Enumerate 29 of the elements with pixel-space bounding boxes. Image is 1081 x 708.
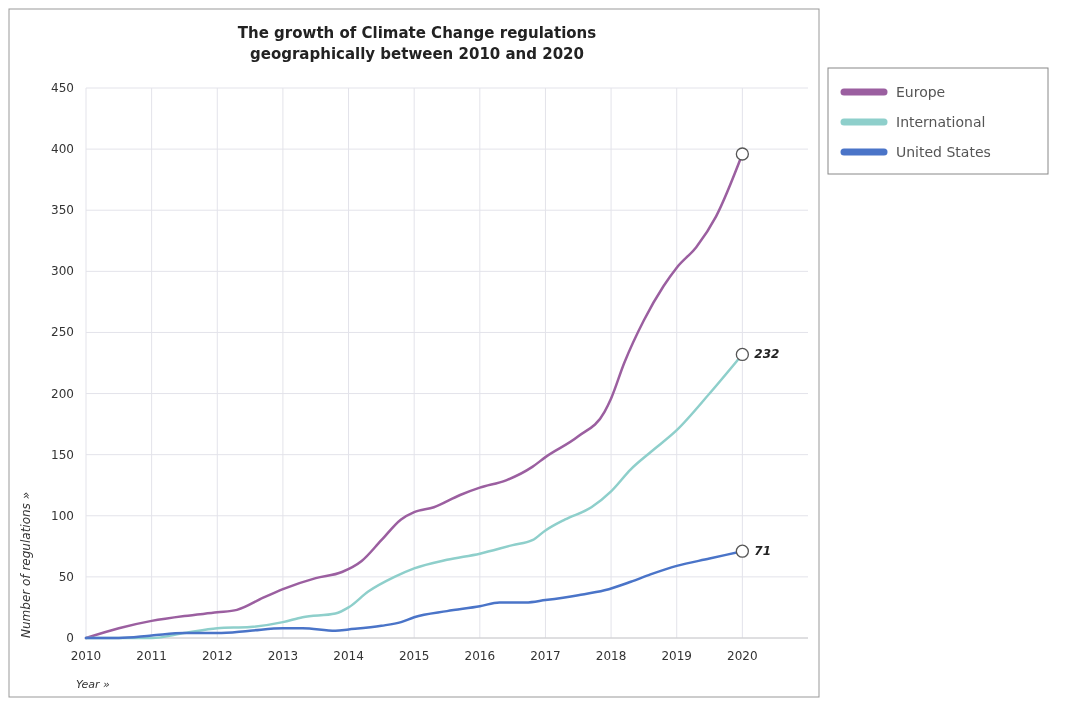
x-axis-title: Year » (76, 678, 111, 691)
data-label: 71 (754, 544, 772, 559)
x-tick-label: 2015 (398, 649, 430, 663)
y-tick-label: 0 (66, 631, 74, 645)
y-tick-label: 250 (51, 325, 74, 340)
y-tick-label: 200 (51, 386, 74, 401)
legend-label: Europe (896, 84, 946, 100)
legend-label: International (896, 114, 986, 130)
y-tick-label: 400 (51, 142, 74, 157)
y-tick-label: 350 (51, 203, 74, 218)
x-tick-label: 2012 (202, 649, 233, 663)
legend-label: United States (896, 144, 991, 160)
y-tick-label: 50 (58, 569, 74, 584)
y-tick-label: 450 (51, 81, 74, 95)
x-tick-label: 2010 (70, 649, 102, 663)
data-label: 232 (754, 347, 780, 362)
x-tick-label: 2017 (530, 649, 561, 663)
x-tick-label: 2013 (267, 649, 299, 663)
x-tick-label: 2016 (464, 649, 496, 663)
x-tick-label: 2019 (661, 649, 692, 663)
x-tick-label: 2011 (136, 649, 167, 663)
y-tick-label: 150 (51, 447, 74, 462)
y-tick-label: 100 (51, 508, 74, 523)
y-axis-title: Number of regulations » (19, 491, 33, 638)
chart-title: The growth of Climate Change regulations geographically between 2010 and 2020 (237, 24, 597, 63)
x-tick-label: 2014 (333, 649, 364, 663)
x-tick-label: 2018 (595, 649, 627, 663)
y-tick-label: 300 (51, 264, 74, 279)
x-tick-label: 2020 (727, 649, 758, 663)
